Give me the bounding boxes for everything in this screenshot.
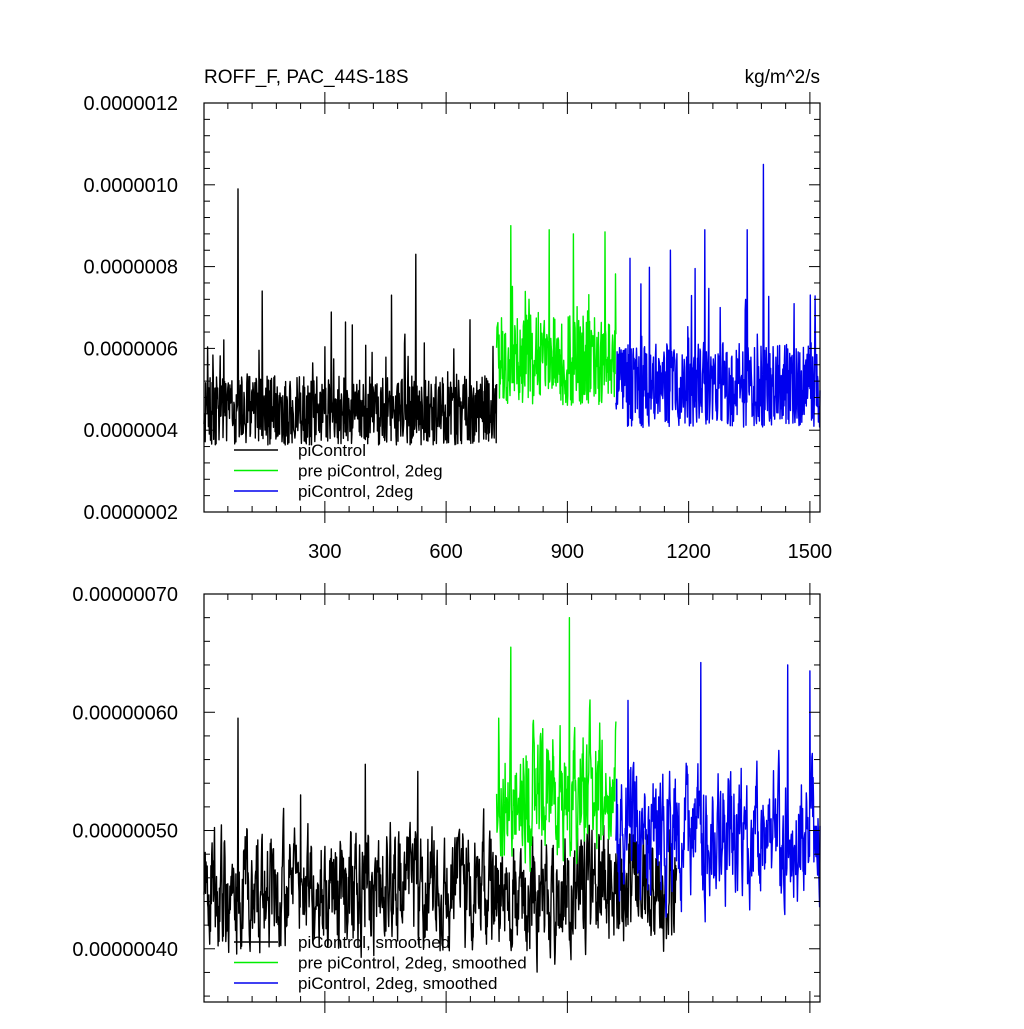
legend-label-1: piControl, smoothed (298, 933, 450, 952)
series-line-1 (203, 717, 678, 973)
x-tick-label: 900 (551, 541, 584, 563)
series-line-3 (615, 661, 821, 923)
y-tick-label: 0.0000004 (83, 420, 178, 442)
series-line-3 (615, 163, 821, 429)
x-tick-label: 600 (429, 541, 462, 563)
y-tick-label: 0.0000002 (83, 502, 178, 524)
legend-label-2: pre piControl, 2deg (298, 462, 443, 481)
y-tick-label: 0.0000006 (83, 338, 178, 360)
x-tick-label: 1500 (788, 541, 833, 563)
y-tick-label: 0.00000040 (72, 939, 178, 961)
legend-label-3: piControl, 2deg, smoothed (298, 974, 497, 993)
y-tick-label: 0.0000012 (83, 93, 178, 115)
plot-frame (203, 593, 821, 1003)
y-tick-label: 0.0000010 (83, 175, 178, 197)
y-tick-label: 0.00000050 (72, 821, 178, 843)
x-tick-label: 300 (308, 541, 341, 563)
series-line-1 (203, 188, 498, 446)
x-tick-label: 1200 (666, 541, 711, 563)
legend-label-1: piControl (298, 441, 366, 460)
chart-title: ROFF_F, PAC_44S-18S (204, 67, 409, 88)
legend-label-2: pre piControl, 2deg, smoothed (298, 954, 527, 973)
y-tick-label: 0.00000060 (72, 702, 178, 724)
y-tick-label: 0.00000070 (72, 584, 178, 606)
series-line-2 (495, 225, 617, 406)
units-label: kg/m^2/s (745, 67, 820, 88)
legend-label-3: piControl, 2deg (298, 482, 413, 501)
y-tick-label: 0.0000008 (83, 257, 178, 279)
plot-frame (203, 102, 821, 513)
series-line-2 (495, 617, 617, 872)
